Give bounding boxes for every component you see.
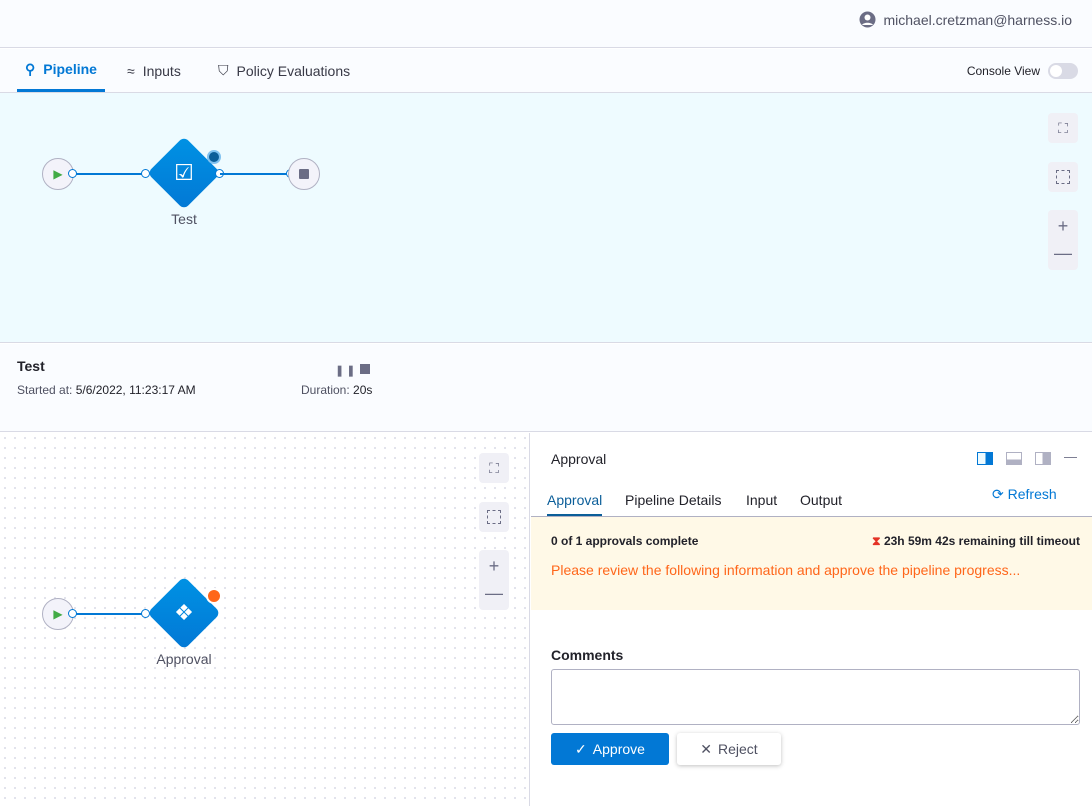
layout-bottom-icon[interactable]	[1006, 452, 1022, 465]
approval-icon: ❖	[174, 600, 194, 625]
approve-button[interactable]: ✓ Approve	[551, 733, 669, 765]
timeout-text: 23h 59m 42s remaining till timeout	[883, 534, 1080, 548]
hourglass-icon: ⧗	[872, 534, 881, 548]
play-icon: ▶	[53, 607, 63, 621]
selection-icon	[487, 510, 501, 524]
zoom-controls: + —	[1048, 210, 1078, 270]
zoom-controls: + —	[479, 550, 509, 610]
layout-right-icon[interactable]	[977, 452, 993, 465]
selection-icon	[1056, 170, 1070, 184]
user-avatar-icon	[859, 11, 876, 28]
approvals-status: 0 of 1 approvals complete	[551, 534, 699, 548]
panel-tab-input[interactable]: Input	[746, 492, 778, 508]
running-status-icon	[207, 150, 221, 164]
step-details-panel: Approval — Approval Pipeline Details Inp…	[531, 433, 1092, 806]
approval-check-icon: ☑	[174, 160, 194, 185]
end-node	[288, 158, 320, 190]
panel-tab-output[interactable]: Output	[800, 492, 843, 508]
tab-pipeline[interactable]: ⚲ Pipeline	[17, 49, 105, 92]
pause-button[interactable]: ❚❚	[335, 364, 357, 377]
pause-icon: ❚❚	[335, 365, 358, 377]
console-view-toggle[interactable]: Console View	[967, 63, 1078, 79]
panel-tab-approval[interactable]: Approval	[547, 492, 603, 517]
select-area-button[interactable]	[479, 502, 509, 532]
approval-banner: 0 of 1 approvals complete ⧗ 23h 59m 42s …	[531, 516, 1092, 610]
stage-name: Test	[17, 358, 45, 374]
tab-inputs[interactable]: ≈ Inputs	[127, 62, 181, 79]
fit-screen-button[interactable]: ⛶	[1048, 113, 1078, 143]
stage-label: Test	[171, 211, 197, 227]
inputs-icon: ≈	[127, 62, 135, 79]
user-menu[interactable]: michael.cretzman@harness.io	[859, 11, 1072, 28]
shield-check-icon: ⛉	[218, 62, 229, 78]
expand-icon: ⛶	[489, 459, 499, 476]
play-icon: ▶	[53, 167, 63, 181]
minimize-icon[interactable]: —	[1064, 449, 1077, 464]
duration: Duration: 20s	[301, 383, 373, 397]
zoom-out-icon[interactable]: —	[1054, 243, 1072, 263]
step-graph[interactable]: ▶ ❖ Approval ⛶ + —	[0, 433, 530, 806]
started-at: Started at: 5/6/2022, 11:23:17 AM	[17, 383, 196, 397]
panel-title: Approval	[551, 451, 607, 467]
pipeline-graph[interactable]: ▶ ☑ Test ⛶ + —	[0, 93, 1092, 343]
comments-label: Comments	[551, 647, 624, 663]
zoom-out-icon[interactable]: —	[485, 583, 503, 603]
layout-float-icon[interactable]	[1035, 452, 1051, 465]
x-icon: ✕	[700, 740, 713, 757]
panel-tab-pipeline-details[interactable]: Pipeline Details	[625, 492, 722, 508]
zoom-in-icon[interactable]: +	[1057, 216, 1069, 236]
tab-policy-evaluations[interactable]: ⛉ Policy Evaluations	[218, 62, 351, 79]
stage-info: Test Started at: 5/6/2022, 11:23:17 AM ❚…	[0, 344, 1092, 432]
approval-message: Please review the following information …	[551, 562, 1021, 578]
user-email: michael.cretzman@harness.io	[883, 11, 1072, 28]
refresh-button[interactable]: ⟳ Refresh	[992, 486, 1057, 502]
select-area-button[interactable]	[1048, 162, 1078, 192]
execution-tabs: ⚲ Pipeline ≈ Inputs ⛉ Policy Evaluations Co…	[0, 49, 1092, 93]
waiting-status-icon	[206, 588, 222, 604]
top-bar: michael.cretzman@harness.io	[0, 0, 1092, 48]
stop-icon	[299, 169, 309, 179]
reject-button[interactable]: ✕ Reject	[677, 733, 781, 765]
expand-icon: ⛶	[1058, 119, 1068, 136]
toggle-switch[interactable]	[1048, 63, 1078, 79]
stop-button[interactable]	[360, 364, 370, 374]
zoom-in-icon[interactable]: +	[488, 556, 500, 576]
pipeline-icon: ⚲	[25, 60, 36, 77]
refresh-icon: ⟳	[992, 486, 1004, 502]
comments-input[interactable]	[551, 669, 1080, 725]
check-icon: ✓	[575, 740, 587, 757]
fit-screen-button[interactable]: ⛶	[479, 453, 509, 483]
step-label: Approval	[156, 651, 212, 667]
